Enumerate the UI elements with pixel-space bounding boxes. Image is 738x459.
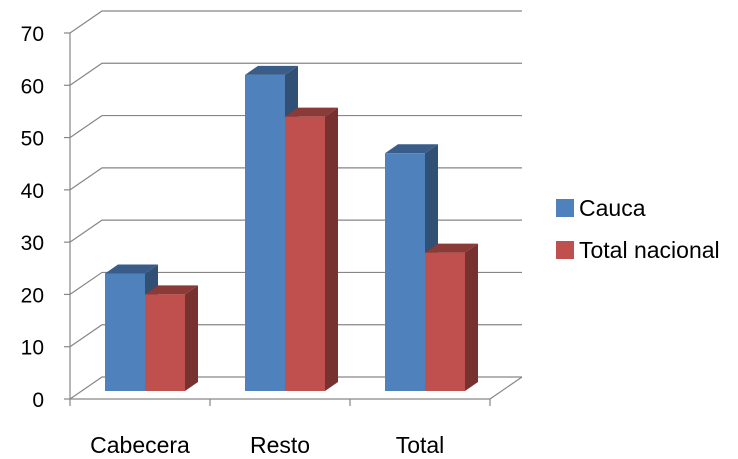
x-axis-category-labels: Cabecera Resto Total [90, 432, 444, 458]
y-axis-tick-labels: 0 10 20 30 40 50 60 70 [21, 23, 44, 412]
x-category-label: Resto [250, 432, 310, 458]
legend-item: Cauca [556, 195, 646, 221]
gridline [69, 376, 522, 400]
gridline [69, 62, 522, 86]
y-tick-label: 40 [21, 180, 44, 203]
gridline [69, 167, 522, 191]
legend: Cauca Total nacional [556, 195, 720, 263]
legend-item: Total nacional [556, 237, 720, 263]
y-tick-label: 0 [32, 389, 44, 412]
y-tick-label: 10 [21, 337, 44, 360]
legend-swatch [556, 199, 574, 217]
y-tick-label: 50 [21, 128, 44, 151]
legend-swatch [556, 241, 574, 259]
gridline [69, 219, 522, 243]
gridlines [69, 10, 522, 400]
bar [285, 107, 338, 392]
bar [425, 243, 478, 391]
bar [145, 285, 198, 391]
axes [64, 32, 523, 406]
gridline [69, 271, 522, 295]
y-tick-label: 70 [21, 23, 44, 46]
legend-label: Cauca [579, 195, 646, 221]
x-category-label: Total [396, 432, 445, 458]
gridline [69, 324, 522, 348]
y-tick-label: 20 [21, 284, 44, 307]
gridline [69, 10, 522, 34]
legend-label: Total nacional [579, 237, 720, 263]
y-tick-label: 60 [21, 75, 44, 98]
y-tick-label: 30 [21, 232, 44, 255]
x-category-label: Cabecera [90, 432, 190, 458]
gridline [69, 114, 522, 139]
bars [105, 65, 478, 392]
